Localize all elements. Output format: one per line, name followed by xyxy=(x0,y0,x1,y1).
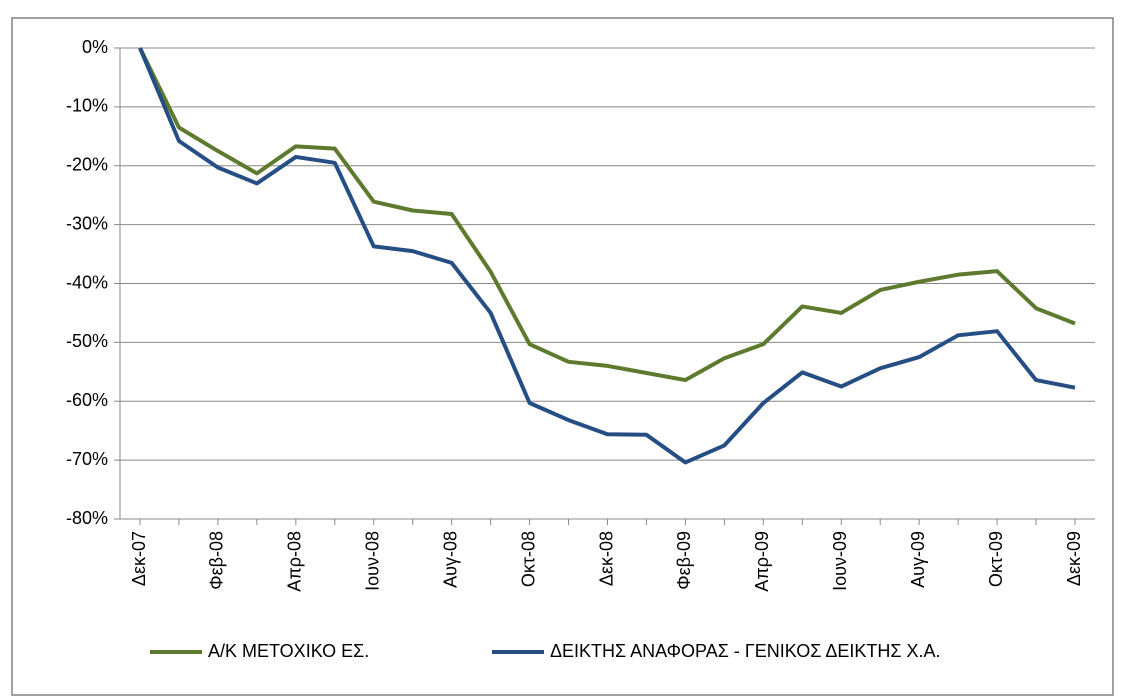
legend-label: Α/Κ ΜΕΤΟΧΙΚΟ ΕΣ. xyxy=(208,641,369,661)
x-tick-label: Ιουν-09 xyxy=(830,531,850,591)
y-tick-label: -80% xyxy=(66,508,108,528)
x-tick-label: Οκτ-09 xyxy=(986,531,1006,587)
x-tick-label: Δεκ-08 xyxy=(596,531,616,586)
x-tick-label: Φεβ-09 xyxy=(674,531,694,590)
x-tick-label: Αυγ-08 xyxy=(440,531,460,588)
y-tick-label: -40% xyxy=(66,272,108,292)
x-tick-label: Απρ-08 xyxy=(285,531,305,592)
y-tick-label: -50% xyxy=(66,331,108,351)
y-tick-label: 0% xyxy=(82,37,108,57)
legend-label: ΔΕΙΚΤΗΣ ΑΝΑΦΟΡΑΣ - ΓΕΝΙΚΟΣ ΔΕΙΚΤΗΣ Χ.Α. xyxy=(550,641,941,661)
x-tick-label: Οκτ-08 xyxy=(518,531,538,587)
x-tick-label: Αυγ-09 xyxy=(908,531,928,588)
series-line xyxy=(138,47,1076,383)
x-tick-label: Ιουν-08 xyxy=(363,531,383,591)
y-tick-label: -60% xyxy=(66,390,108,410)
x-tick-label: Δεκ-07 xyxy=(129,531,149,586)
x-tick-label: Φεβ-08 xyxy=(207,531,227,590)
x-tick-label: Δεκ-09 xyxy=(1064,531,1084,586)
y-tick-label: -30% xyxy=(66,213,108,233)
y-tick-label: -70% xyxy=(66,449,108,469)
y-tick-label: -10% xyxy=(66,96,108,116)
series-line xyxy=(138,47,1076,465)
x-tick-label: Απρ-09 xyxy=(752,531,772,592)
y-tick-label: -20% xyxy=(66,155,108,175)
chart-border xyxy=(11,17,1114,696)
